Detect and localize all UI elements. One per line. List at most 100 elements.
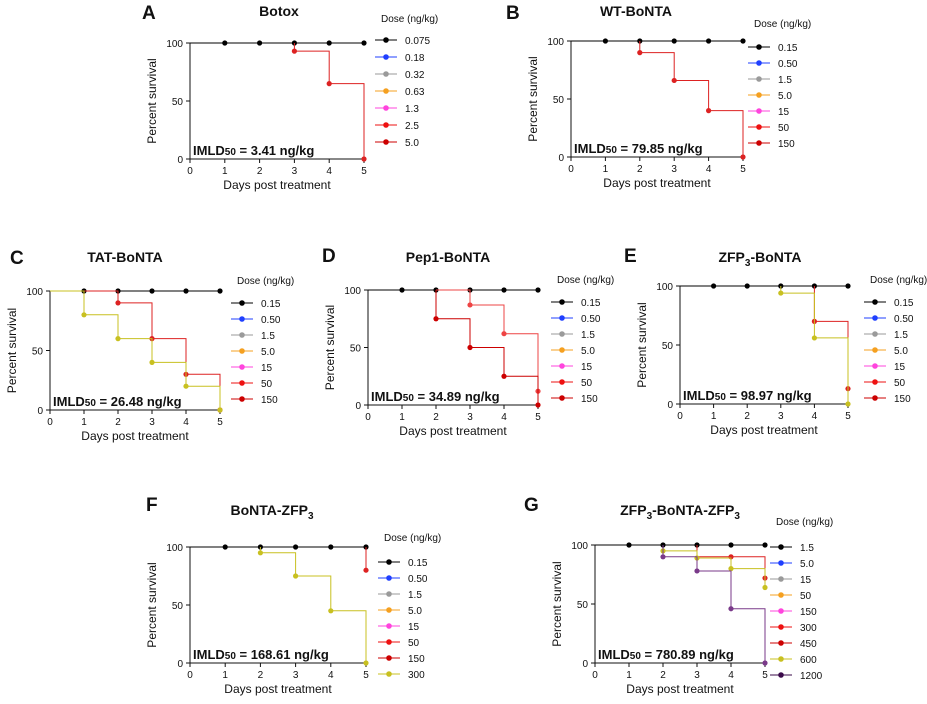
x-tick-label: 4 — [501, 412, 507, 423]
data-point — [222, 40, 228, 46]
imld-label: IMLD50 = 98.97 ng/kg — [683, 388, 812, 403]
series-line — [436, 289, 539, 392]
legend-item: 0.50 — [378, 574, 428, 585]
data-point — [115, 300, 121, 306]
legend-label: 1.5 — [261, 331, 275, 342]
legend-item: 2.5 — [375, 121, 419, 132]
data-point — [257, 40, 263, 46]
legend-item: 1.5 — [231, 331, 275, 342]
x-tick-label: 2 — [637, 164, 643, 175]
data-point — [602, 38, 609, 44]
data-point — [501, 287, 507, 293]
legend-item: 0.50 — [231, 315, 281, 326]
y-tick-label: 0 — [355, 401, 361, 412]
title-main: ZFP — [620, 502, 646, 518]
legend-label: 15 — [581, 362, 593, 373]
title-subscript: 3 — [647, 511, 653, 522]
x-tick-label: 1 — [603, 164, 609, 175]
data-point — [183, 383, 189, 389]
imld-subscript: 50 — [403, 393, 415, 404]
series-1-5 — [595, 542, 768, 548]
legend-label: 5.0 — [581, 346, 595, 357]
data-point — [706, 38, 712, 44]
data-point — [728, 566, 734, 572]
legend-item: 50 — [864, 378, 906, 389]
legend-marker — [559, 379, 565, 385]
x-tick-label: 2 — [257, 166, 263, 177]
legend-marker — [383, 71, 389, 77]
y-tick-label: 50 — [577, 600, 589, 611]
panel-title: Botox — [259, 3, 299, 19]
y-axis-label: Percent survival — [323, 305, 337, 390]
x-tick-label: 0 — [187, 670, 193, 681]
legend-label: 0.075 — [405, 36, 430, 47]
series-450 — [696, 545, 768, 581]
legend-item: 50 — [770, 591, 812, 602]
legend-item: 5.0 — [551, 346, 595, 357]
y-axis-label: Percent survival — [526, 56, 540, 141]
data-point — [706, 108, 712, 114]
series-line — [780, 286, 849, 404]
legend-marker — [239, 348, 245, 354]
series-1200 — [660, 545, 768, 666]
legend-label: 1.5 — [408, 590, 422, 601]
series-0-15 — [680, 283, 851, 289]
legend-item: 300 — [770, 623, 817, 634]
legend-label: 50 — [800, 591, 812, 602]
legend-label: 15 — [778, 107, 790, 118]
legend-marker — [872, 363, 878, 369]
data-point — [293, 573, 299, 579]
legend-item: 150 — [770, 607, 817, 618]
data-point — [217, 407, 223, 413]
legend-item: 0.15 — [551, 298, 601, 309]
data-point — [328, 544, 334, 550]
imld-prefix: IMLD — [371, 389, 403, 404]
data-point — [501, 331, 507, 337]
imld-value: = 780.89 ng/kg — [641, 647, 734, 662]
panel-title: TAT-BoNTA — [87, 249, 162, 265]
legend-marker — [386, 655, 392, 661]
data-point — [501, 373, 507, 379]
legend-item: 300 — [378, 670, 425, 681]
data-point — [535, 287, 541, 293]
data-point — [637, 50, 643, 56]
legend-label: 1.5 — [800, 543, 814, 554]
legend-item: 0.50 — [748, 59, 798, 70]
x-tick-label: 5 — [740, 164, 746, 175]
legend-item: 150 — [551, 394, 598, 405]
legend-item: 150 — [378, 654, 425, 665]
data-point — [762, 584, 768, 591]
imld-value: = 26.48 ng/kg — [96, 394, 182, 409]
x-axis-label: Days post treatment — [626, 682, 734, 696]
legend-item: 150 — [748, 139, 795, 150]
legend: Dose (ng/kg) 0.15 0.50 1.5 5.0 15 50 150 — [231, 276, 294, 406]
legend-label: 1200 — [800, 671, 823, 682]
y-tick-label: 0 — [558, 153, 564, 164]
legend-label: 5.0 — [894, 346, 908, 357]
legend-title: Dose (ng/kg) — [381, 14, 438, 25]
legend-marker — [383, 122, 389, 128]
data-point — [626, 542, 632, 548]
legend-item: 1.5 — [770, 543, 814, 554]
series-line — [259, 547, 367, 663]
imld-label: IMLD50 = 79.85 ng/kg — [574, 141, 703, 156]
legend-item: 15 — [748, 107, 790, 118]
legend-label: 50 — [894, 378, 906, 389]
data-point — [399, 287, 405, 293]
x-tick-label: 1 — [222, 670, 228, 681]
legend-marker — [778, 608, 784, 614]
data-point — [744, 283, 750, 289]
legend-item: 0.32 — [375, 70, 425, 81]
legend-label: 150 — [261, 395, 278, 406]
legend-marker — [386, 639, 392, 645]
x-tick-label: 3 — [671, 164, 677, 175]
legend-label: 1.5 — [778, 75, 792, 86]
legend-label: 5.0 — [800, 559, 814, 570]
legend-marker — [239, 300, 245, 306]
data-point — [811, 335, 818, 341]
legend-label: 150 — [408, 654, 425, 665]
y-tick-label: 50 — [32, 347, 44, 358]
legend-label: 5.0 — [405, 138, 419, 149]
legend-label: 150 — [800, 607, 817, 618]
